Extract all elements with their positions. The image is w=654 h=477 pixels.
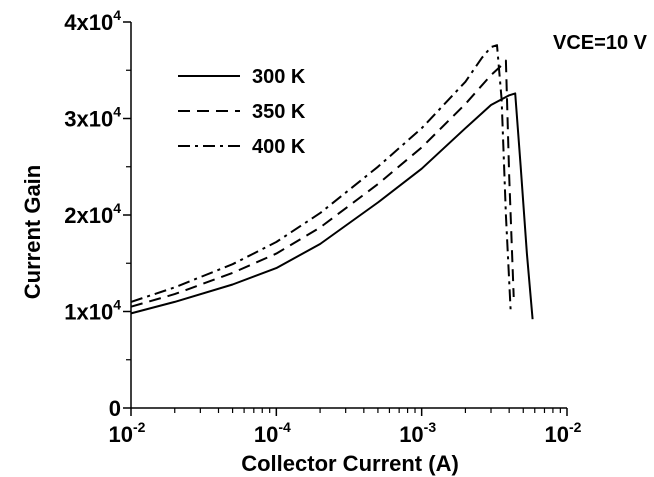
legend-label: 400 K: [252, 136, 306, 158]
y-tick-label: 0: [109, 396, 121, 421]
legend-label: 300 K: [252, 66, 306, 88]
x-axis-title: Collector Current (A): [241, 451, 459, 476]
y-tick-label: 1x104: [64, 297, 121, 325]
x-tick-label: 10-4: [254, 419, 291, 447]
x-tick-label: 10-2: [545, 419, 582, 447]
legend-label: 350 K: [252, 101, 306, 123]
x-tick-label: 10-3: [399, 419, 436, 447]
y-tick-label: 3x104: [64, 104, 121, 132]
vce-annotation: VCE=10 V: [553, 32, 648, 54]
series-line-400-k: [130, 44, 512, 312]
series-line-350-k: [130, 59, 515, 308]
x-tick-label: 10-2: [109, 419, 146, 447]
axes: 0 1x104 2x104 3x104 4x104 10-2 10-4 10-3 10-2: [64, 7, 581, 447]
series-line-300-k: [130, 92, 534, 320]
y-tick-label: 2x104: [64, 200, 121, 228]
y-axis-title: Current Gain: [20, 165, 45, 299]
legend: 300 K 350 K 400 K: [178, 66, 306, 158]
y-tick-label: 4x104: [64, 7, 121, 35]
series-group: [130, 44, 534, 320]
